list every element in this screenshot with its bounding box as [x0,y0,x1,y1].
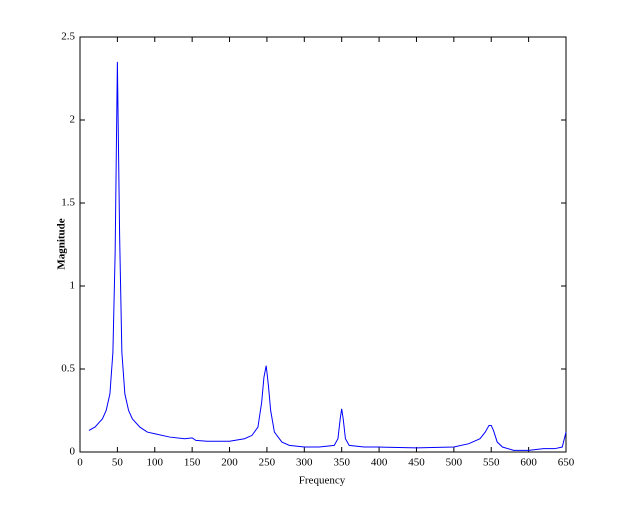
y-tick-label: 0.5 [61,363,75,375]
x-tick-label: 650 [558,457,575,469]
x-tick-label: 100 [147,457,164,469]
x-tick-label: 350 [333,457,350,469]
y-tick-label: 1.5 [61,197,75,209]
x-tick-label: 400 [371,457,388,469]
x-tick-label: 500 [446,457,463,469]
x-tick-label: 250 [259,457,276,469]
x-tick-label: 550 [483,457,500,469]
x-tick-label: 450 [408,457,425,469]
x-tick-label: 150 [184,457,201,469]
x-tick-label: 0 [77,457,83,469]
y-tick-label: 0 [70,446,76,458]
y-tick-label: 1 [70,280,76,292]
x-axis-label: Frequency [299,475,346,487]
x-tick-label: 600 [520,457,537,469]
data-line [88,61,567,451]
y-tick-label: 2.5 [61,31,75,43]
y-tick-label: 2 [70,114,76,126]
y-axis-label: Magnitude [56,218,68,269]
x-tick-label: 200 [221,457,238,469]
x-tick-label: 300 [296,457,313,469]
x-tick-label: 50 [112,457,124,469]
axes-box [79,36,567,453]
